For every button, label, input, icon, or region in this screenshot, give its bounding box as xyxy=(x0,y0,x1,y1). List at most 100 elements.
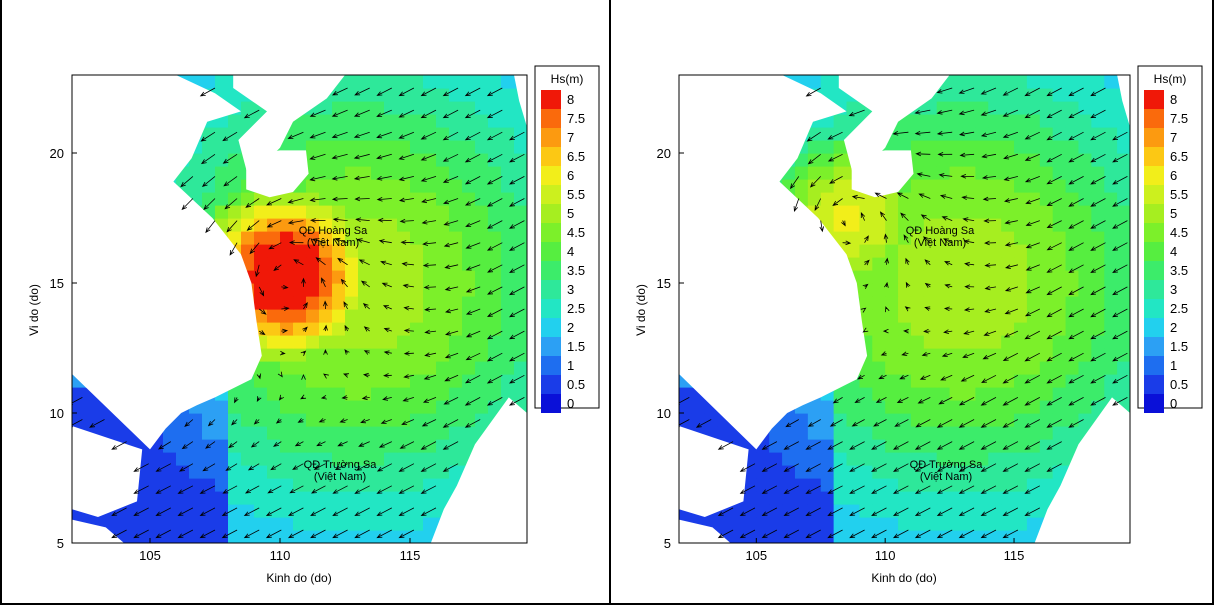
hs-cell xyxy=(202,179,216,193)
wave-arrow xyxy=(1090,131,1106,141)
hs-cell xyxy=(743,491,757,505)
hs-cell xyxy=(306,387,320,401)
hs-cell xyxy=(1039,153,1054,167)
hs-cell xyxy=(1039,101,1054,115)
hs-cell xyxy=(488,361,502,375)
hs-cell xyxy=(384,231,398,245)
wave-arrow xyxy=(205,441,216,449)
hs-cell xyxy=(397,309,411,323)
wave-arrow xyxy=(353,175,370,181)
hs-cell xyxy=(949,244,964,258)
hs-cell xyxy=(410,218,424,232)
hs-cell xyxy=(1026,257,1041,271)
wave-arrow xyxy=(360,280,370,288)
hs-cell xyxy=(475,283,489,297)
land-mask xyxy=(514,75,527,127)
hs-cell xyxy=(514,179,527,193)
hs-cell xyxy=(436,192,450,206)
wave-arrow xyxy=(936,87,953,94)
hs-cell xyxy=(1026,309,1041,323)
hs-cell xyxy=(1014,88,1028,102)
hs-cell xyxy=(1026,270,1041,284)
wave-arrow xyxy=(883,233,889,243)
hs-cell xyxy=(228,153,242,167)
wave-arrow xyxy=(362,372,370,378)
hs-cell xyxy=(898,517,912,531)
wave-arrow xyxy=(936,507,953,516)
hs-cell xyxy=(228,387,242,401)
x-tick-label: 115 xyxy=(400,548,421,563)
hs-cell xyxy=(1026,478,1041,492)
hs-cell xyxy=(384,491,398,505)
hs-cell xyxy=(293,504,307,518)
hs-cell xyxy=(475,387,489,401)
hs-cell xyxy=(756,491,770,505)
hs-cell xyxy=(1039,270,1054,284)
hs-cell xyxy=(1014,257,1028,271)
wave-arrow xyxy=(827,463,843,472)
wave-arrow xyxy=(508,176,525,185)
hs-cell xyxy=(1065,439,1080,453)
wave-arrow xyxy=(155,529,171,539)
hs-cell xyxy=(345,179,359,193)
hs-cell xyxy=(280,283,294,297)
legend-swatch xyxy=(1144,318,1164,337)
hs-cell xyxy=(410,127,424,141)
hs-cell xyxy=(397,231,411,245)
wave-arrow xyxy=(199,87,216,97)
wave-arrow xyxy=(508,286,525,296)
hs-cell xyxy=(345,335,359,349)
hs-cell xyxy=(936,218,951,232)
wave-arrow xyxy=(376,485,392,494)
hs-cell xyxy=(345,75,359,89)
hs-cell xyxy=(436,75,450,89)
hs-cell xyxy=(137,478,151,492)
hs-cell xyxy=(1065,205,1080,219)
wave-arrow xyxy=(829,176,843,184)
legend-label: 1.5 xyxy=(567,339,585,354)
hs-cell xyxy=(910,322,925,336)
wave-arrow xyxy=(223,176,238,187)
hs-cell xyxy=(1014,140,1028,154)
wave-arrow xyxy=(311,485,326,494)
hs-cell xyxy=(1026,75,1041,89)
hs-cell xyxy=(514,231,527,245)
hs-cell xyxy=(1091,335,1105,349)
hs-cell xyxy=(319,361,333,375)
wave-arrow xyxy=(1090,176,1106,185)
hs-cell xyxy=(475,322,489,336)
hs-cell xyxy=(923,231,938,245)
wave-arrow xyxy=(980,131,997,137)
hs-cell xyxy=(1078,75,1092,89)
hs-cell xyxy=(704,413,719,427)
hs-cell xyxy=(397,205,411,219)
hs-cell xyxy=(241,205,255,219)
hs-cell xyxy=(910,348,925,362)
hs-cell xyxy=(410,413,424,427)
hs-cell xyxy=(872,283,886,297)
hs-cell xyxy=(1014,309,1028,323)
hs-cell xyxy=(885,270,899,284)
hs-cell xyxy=(319,283,333,297)
hs-cell xyxy=(462,179,476,193)
hs-cell xyxy=(501,270,515,284)
hs-cell xyxy=(306,491,320,505)
wave-arrow xyxy=(832,397,843,404)
hs-cell xyxy=(215,166,229,180)
hs-cell xyxy=(846,114,860,128)
hs-cell xyxy=(910,439,925,453)
hs-cell xyxy=(872,426,886,440)
wave-arrow xyxy=(486,397,503,406)
hs-cell xyxy=(436,348,450,362)
hs-cell xyxy=(137,491,151,505)
wave-arrow xyxy=(1112,153,1128,163)
hs-cell xyxy=(462,400,476,414)
hs-cell xyxy=(293,465,307,479)
hs-cell xyxy=(345,400,359,414)
wave-arrow xyxy=(1112,242,1128,251)
wave-arrow xyxy=(332,485,348,494)
hs-cell xyxy=(397,75,411,89)
wave-arrow xyxy=(420,441,437,450)
hs-cell xyxy=(885,205,899,219)
hs-cell xyxy=(988,179,1002,193)
